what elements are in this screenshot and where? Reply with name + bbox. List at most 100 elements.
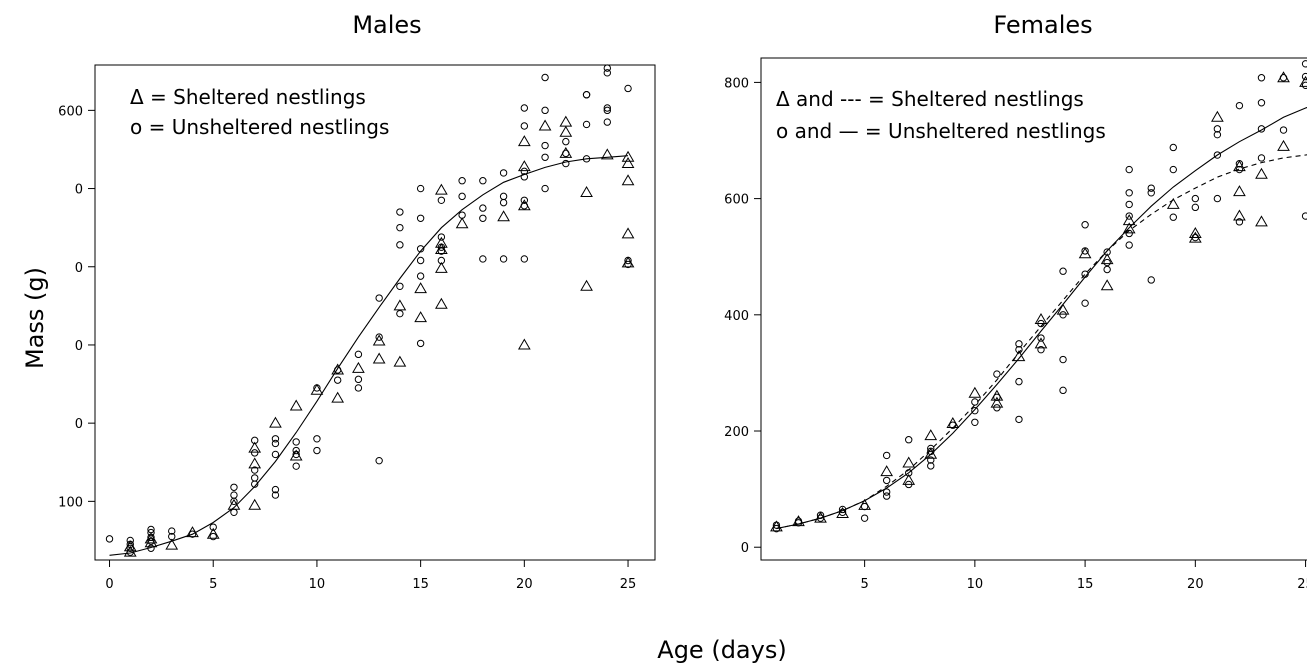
point-sheltered — [331, 391, 345, 403]
point-unsheltered — [458, 177, 466, 185]
point-unsheltered — [816, 511, 825, 519]
point-sheltered — [1012, 350, 1026, 362]
plot-frame-females — [760, 57, 1307, 561]
point-sheltered — [517, 135, 531, 147]
point-unsheltered — [251, 466, 259, 474]
x-tick-label: 25 — [620, 577, 637, 592]
point-unsheltered — [251, 449, 259, 457]
point-sheltered — [206, 527, 220, 539]
point-unsheltered — [1125, 200, 1133, 209]
point-sheltered — [1056, 303, 1070, 315]
point-unsheltered — [230, 483, 238, 491]
legend-unsheltered-females: o and — = Unsheltered nestlings — [776, 119, 1106, 143]
point-unsheltered — [562, 149, 570, 158]
point-unsheltered — [971, 418, 979, 426]
point-unsheltered — [1169, 165, 1177, 174]
y-tick-label: 0 — [741, 541, 749, 556]
point-unsheltered — [1235, 165, 1244, 174]
point-unsheltered — [333, 376, 342, 384]
chart-males: Males Δ = Sheltered nestlings o = Unshel… — [58, 11, 656, 592]
point-unsheltered — [499, 169, 508, 177]
point-sheltered — [435, 183, 448, 195]
point-unsheltered — [1147, 189, 1155, 197]
point-unsheltered — [1125, 189, 1133, 197]
point-unsheltered — [458, 192, 466, 201]
point-unsheltered — [1257, 74, 1266, 82]
point-unsheltered — [479, 204, 487, 212]
point-unsheltered — [230, 491, 238, 499]
point-unsheltered — [416, 214, 425, 222]
y-tick-label: 0 — [75, 417, 83, 432]
point-unsheltered — [147, 528, 155, 537]
point-unsheltered — [230, 497, 238, 506]
fit-line — [109, 155, 629, 556]
point-unsheltered — [882, 476, 891, 485]
point-unsheltered — [251, 480, 259, 488]
point-sheltered — [990, 396, 1004, 408]
point-unsheltered — [838, 505, 847, 514]
x-tick-label: 0 — [105, 577, 113, 592]
point-unsheltered — [437, 233, 446, 241]
point-unsheltered — [375, 456, 383, 465]
point-unsheltered — [1125, 241, 1133, 249]
point-unsheltered — [541, 153, 549, 161]
point-unsheltered — [541, 184, 549, 193]
point-sheltered — [248, 441, 262, 453]
point-unsheltered — [882, 451, 891, 460]
point-unsheltered — [188, 530, 197, 538]
point-unsheltered — [1015, 340, 1023, 348]
y-tick-label: 0 — [75, 261, 83, 276]
point-unsheltered — [1301, 81, 1307, 90]
chart-title-males: Males — [352, 11, 421, 39]
point-unsheltered — [437, 243, 446, 251]
point-sheltered — [580, 185, 593, 197]
point-unsheltered — [416, 256, 425, 265]
point-unsheltered — [541, 106, 549, 115]
point-unsheltered — [624, 84, 632, 93]
point-unsheltered — [437, 196, 446, 204]
point-sheltered — [1299, 75, 1307, 87]
point-unsheltered — [292, 438, 300, 446]
point-unsheltered — [1125, 165, 1133, 174]
point-unsheltered — [313, 446, 321, 455]
point-unsheltered — [1169, 143, 1177, 152]
point-unsheltered — [882, 492, 891, 500]
point-unsheltered — [147, 537, 155, 545]
x-tick-label: 20 — [1187, 577, 1204, 592]
x-tick-label: 15 — [1077, 577, 1094, 592]
point-sheltered — [1233, 185, 1246, 197]
point-unsheltered — [1037, 334, 1045, 342]
point-sheltered — [414, 282, 427, 294]
point-unsheltered — [1081, 221, 1089, 229]
point-unsheltered — [313, 435, 321, 443]
point-unsheltered — [927, 462, 935, 470]
point-unsheltered — [582, 91, 591, 99]
point-unsheltered — [1257, 125, 1266, 133]
point-unsheltered — [1103, 265, 1111, 274]
point-sheltered — [559, 125, 573, 137]
point-unsheltered — [1147, 184, 1155, 192]
point-unsheltered — [624, 256, 632, 265]
point-sheltered — [990, 389, 1004, 401]
point-unsheltered — [292, 462, 300, 470]
point-unsheltered — [927, 447, 935, 456]
point-sheltered — [538, 119, 552, 131]
point-unsheltered — [603, 118, 611, 126]
point-unsheltered — [499, 198, 508, 207]
point-unsheltered — [927, 444, 935, 453]
point-unsheltered — [271, 450, 280, 459]
point-sheltered — [902, 456, 916, 468]
point-unsheltered — [520, 255, 529, 263]
point-unsheltered — [603, 104, 611, 112]
legend-sheltered-males: Δ = Sheltered nestlings — [130, 85, 366, 109]
point-unsheltered — [209, 523, 217, 531]
point-unsheltered — [582, 155, 591, 163]
point-unsheltered — [1235, 160, 1244, 168]
point-sheltered — [435, 243, 448, 255]
point-unsheltered — [971, 398, 979, 406]
point-sheltered — [1122, 214, 1136, 226]
point-unsheltered — [860, 514, 869, 522]
point-sheltered — [435, 297, 448, 309]
point-unsheltered — [499, 255, 508, 263]
point-unsheltered — [1191, 233, 1200, 242]
